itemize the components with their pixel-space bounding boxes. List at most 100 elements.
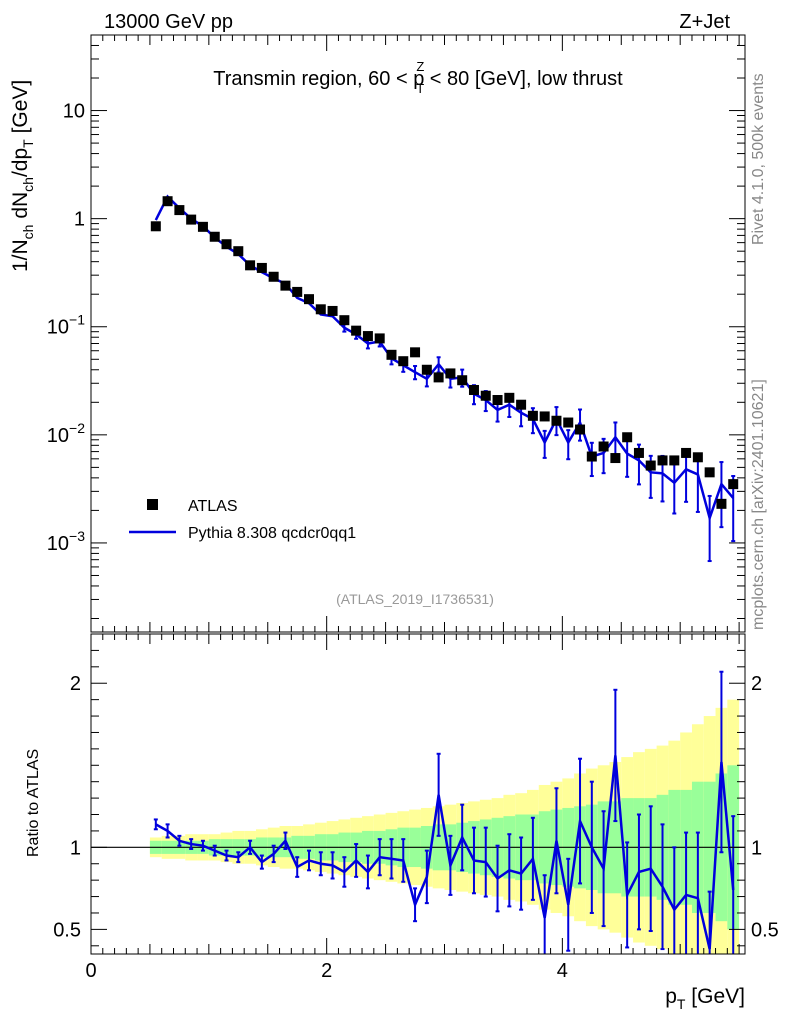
ratio-curve [155, 755, 735, 950]
atlas-point-18 [362, 331, 373, 342]
y-axis-label: 1/Nch dNch/dpT [GeV] [9, 80, 36, 272]
atlas-point-29 [492, 395, 503, 406]
x-tick-label-1: 2 [321, 960, 332, 982]
ratio-frame [90, 633, 746, 955]
atlas-point-13 [304, 294, 314, 305]
atlas-point-44 [669, 455, 680, 466]
y-tick-label-4: 10−3 [47, 528, 85, 555]
atlas-point-48 [716, 498, 727, 509]
atlas-point-23 [421, 364, 432, 375]
atlas-point-14 [315, 304, 326, 315]
atlas-point-49 [728, 479, 739, 490]
ratio-tick-label-right-0: 0.5 [751, 919, 779, 941]
ratio-tick-label-left-1: 1 [70, 837, 81, 859]
ratio-tick-label-left-2: 2 [70, 673, 81, 695]
legend-atlas-marker [147, 499, 158, 510]
atlas-point-36 [575, 424, 586, 435]
atlas-point-30 [504, 392, 515, 403]
x-label-a: p [665, 985, 677, 1008]
atlas-point-43 [657, 455, 668, 466]
atlas-point-26 [457, 375, 468, 386]
x-tick-label-0: 0 [85, 960, 96, 982]
atlas-point-28 [480, 390, 491, 401]
atlas-point-21 [398, 356, 409, 367]
y-tick-base-3: 10 [47, 425, 69, 447]
ratio-tick-label-left-0: 0.5 [53, 919, 81, 941]
x-label-sub: T [677, 996, 686, 1012]
atlas-point-6 [221, 239, 232, 250]
plot-title-sup: Z [416, 59, 424, 74]
ratio-tick-label-right-1: 1 [751, 837, 762, 859]
atlas-point-42 [645, 460, 656, 471]
ratio-marks [91, 670, 745, 954]
atlas-point-34 [551, 415, 562, 426]
y-label-b: dN [9, 192, 32, 225]
rivet-label: Rivet 4.1.0, 500k events [750, 73, 767, 245]
y-tick-base-4: 10 [47, 533, 69, 555]
atlas-point-32 [527, 410, 538, 421]
y-tick-label-3: 10−2 [47, 420, 85, 447]
atlas-point-17 [351, 325, 362, 336]
y-tick-exponent-4: −3 [69, 528, 85, 544]
y-tick-label-1: 1 [74, 209, 85, 231]
atlas-point-47 [704, 467, 715, 478]
atlas-point-4 [197, 221, 208, 232]
ratio-panel: 0 2 4 0.5 0.5 1 1 2 2 Ratio to ATLAS pT [GeV] [25, 633, 779, 1012]
y-label-a: 1/N [9, 239, 32, 272]
atlas-point-24 [433, 372, 444, 383]
atlas-point-22 [410, 347, 421, 358]
main-plot-marks [150, 194, 739, 563]
y-tick-exponent-3: −2 [69, 420, 85, 436]
legend: ATLAS Pythia 8.308 qcdcr0qq1 [129, 498, 356, 542]
main-plot-frame [90, 34, 746, 633]
ratio-y-label: Ratio to ATLAS [25, 749, 42, 857]
atlas-point-3 [186, 214, 197, 225]
atlas-point-33 [539, 411, 550, 422]
atlas-point-39 [610, 453, 621, 464]
y-tick-label-2: 10−1 [47, 312, 85, 339]
atlas-point-1 [162, 196, 173, 207]
atlas-point-15 [327, 305, 338, 316]
atlas-point-37 [586, 451, 597, 462]
ratio-tick-label-right-2: 2 [751, 673, 762, 695]
ratio-axes: 0 2 4 0.5 0.5 1 1 2 2 [53, 634, 779, 982]
energy-label: 13000 GeV pp [104, 11, 233, 33]
atlas-point-10 [268, 271, 279, 282]
atlas-point-20 [386, 349, 397, 360]
atlas-point-31 [516, 399, 527, 410]
atlas-point-16 [339, 315, 350, 326]
process-label: Z+Jet [679, 11, 730, 33]
legend-pythia-label: Pythia 8.308 qcdcr0qq1 [188, 525, 356, 542]
atlas-point-40 [622, 432, 633, 443]
atlas-point-46 [692, 452, 703, 463]
y-tick-base-2: 10 [47, 317, 69, 339]
y-tick-exponent-2: −1 [69, 312, 85, 328]
atlas-point-5 [209, 231, 220, 242]
atlas-point-7 [233, 246, 244, 257]
atlas-point-11 [280, 280, 291, 291]
atlas-point-35 [563, 417, 574, 428]
atlas-point-8 [245, 260, 256, 271]
atlas-point-27 [468, 384, 479, 395]
atlas-point-19 [374, 333, 385, 344]
atlas-point-25 [445, 368, 456, 379]
atlas-point-9 [256, 262, 267, 273]
x-tick-label-2: 4 [557, 960, 568, 982]
plot-title-sub: T [416, 81, 424, 96]
mcplots-label: mcplots.cern.ch [arXiv:2401.10621] [750, 379, 767, 630]
plot-title: Transmin region, 60 < pZ T < 80 [GeV], lo… [213, 59, 623, 96]
x-axis-label: pT [GeV] [665, 985, 745, 1012]
atlas-point-12 [292, 286, 303, 297]
atlas-point-45 [681, 447, 692, 458]
y-label-d: [GeV] [9, 80, 32, 140]
atlas-point-0 [150, 221, 161, 232]
atlas-point-41 [633, 447, 644, 458]
y-label-c: /dp [9, 148, 32, 177]
y-label-a-sub: ch [20, 225, 36, 240]
plot-title-post: < 80 [GeV], low thrust [424, 68, 623, 90]
atlas-point-2 [174, 205, 185, 216]
analysis-watermark: (ATLAS_2019_I1736531) [336, 591, 494, 607]
